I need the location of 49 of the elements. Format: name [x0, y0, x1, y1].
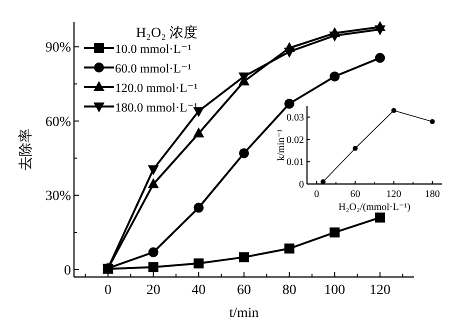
x-tick-label: 40: [192, 283, 206, 298]
point: [284, 48, 295, 58]
point: [148, 178, 159, 188]
legend-label: 10.0 mmol·L⁻¹: [115, 42, 192, 56]
x-tick-label: 100: [324, 283, 346, 298]
y-tick-label: 60%: [45, 114, 72, 130]
point: [193, 127, 204, 138]
point: [374, 25, 386, 36]
point: [239, 148, 249, 158]
y-tick-label: 0: [64, 263, 71, 278]
x-axis-title: H₂O₂/(mmol·L⁻¹): [338, 202, 410, 213]
x-tick-label: 80: [282, 283, 296, 298]
x-tick-label: 0: [104, 283, 112, 298]
y-tick-label: 0.01: [286, 157, 304, 168]
point: [148, 165, 159, 176]
legend-label: 120.0 mmol·L⁻¹: [115, 81, 198, 95]
point: [148, 262, 158, 272]
point: [194, 202, 204, 213]
y-tick-label: 0.03: [286, 112, 304, 124]
point: [352, 146, 358, 151]
point: [330, 71, 340, 82]
x-tick-label: 120: [370, 283, 390, 298]
legend-title: H₂O₂ 浓度: [136, 25, 198, 41]
point: [430, 119, 435, 124]
point: [284, 244, 294, 254]
point: [375, 52, 385, 63]
y-tick-label: 30%: [45, 189, 72, 204]
x-tick-label: 60: [237, 283, 251, 298]
y-tick-label: 0.02: [286, 134, 304, 146]
y-axis-title: 去除率: [18, 128, 34, 170]
point: [194, 258, 204, 268]
y-tick-label: 90%: [45, 40, 72, 56]
point: [284, 98, 294, 109]
x-axis-title: t/min: [229, 306, 259, 319]
point: [330, 227, 340, 238]
point: [375, 212, 385, 223]
x-tick-label: 120: [386, 189, 402, 200]
point: [329, 32, 340, 42]
y-axis-title: k/min⁻¹: [276, 129, 287, 161]
x-tick-label: 180: [424, 189, 440, 200]
legend-label: 180.0 mmol·L⁻¹: [115, 100, 198, 114]
point: [391, 108, 396, 113]
x-tick-label: 20: [146, 283, 160, 298]
legend-label: 60.0 mmol·L⁻¹: [115, 62, 192, 76]
x-tick-label: 60: [350, 189, 360, 200]
x-tick-label: 0: [314, 189, 320, 200]
point: [148, 247, 158, 258]
point: [239, 252, 249, 262]
y-tick-label: 0: [299, 180, 304, 190]
